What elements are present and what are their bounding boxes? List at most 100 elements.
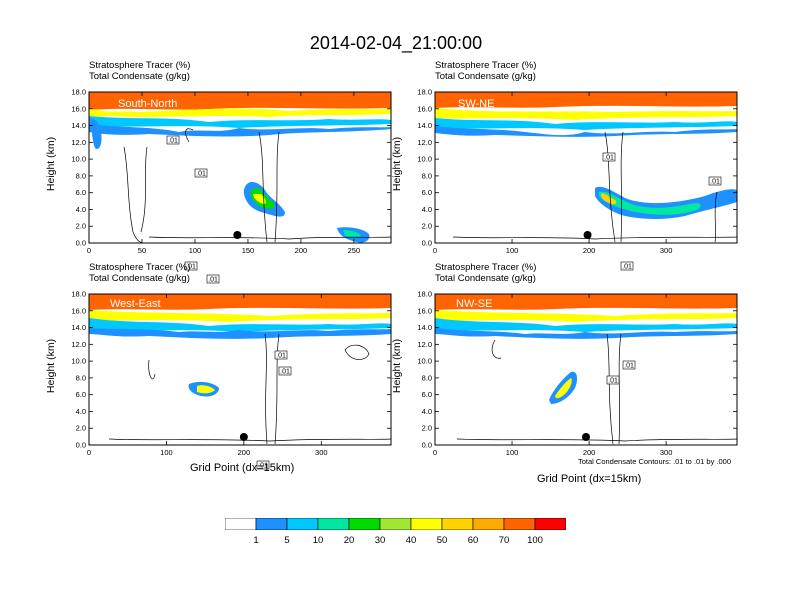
x-axis-label: Grid Point (dx=15km) <box>190 462 295 474</box>
panel-title-condensate: Total Condensate (g/kg) <box>435 71 536 82</box>
panel-west-east: Stratosphere Tracer (%) Total Condensate… <box>45 260 392 474</box>
region-label: South-North <box>118 98 178 110</box>
colorbar-label: 30 <box>374 535 386 546</box>
panel-title-tracer: Stratosphere Tracer (%) <box>435 60 537 71</box>
x-axis-label: Grid Point (dx=15km) <box>537 473 642 485</box>
condensate-contour <box>148 236 392 240</box>
tracer-region <box>89 116 391 128</box>
tracer-region <box>601 193 617 205</box>
y-axis-label: Height (km) <box>45 338 58 394</box>
contour-label: .01 <box>276 353 286 360</box>
y-tick-label: 10.0 <box>71 357 86 366</box>
condensate-contour <box>108 438 392 442</box>
y-tick-label: 2.0 <box>422 222 432 231</box>
x-tick-label: 300 <box>660 448 673 457</box>
contour-label: .01 <box>622 264 632 271</box>
contour-label: .01 <box>710 179 720 186</box>
y-tick-label: 16.0 <box>417 306 432 315</box>
y-tick-label: 2.0 <box>76 222 86 231</box>
y-tick-label: 12.0 <box>417 340 432 349</box>
colorbar-swatch <box>379 518 412 530</box>
colorbar-label: 50 <box>436 535 448 546</box>
x-tick-label: 200 <box>295 246 308 255</box>
condensate-contour <box>264 333 268 445</box>
contour-label-box <box>194 168 208 178</box>
x-tick-label: 0 <box>87 448 91 457</box>
y-tick-label: 0.0 <box>76 239 86 248</box>
y-tick-label: 2.0 <box>76 424 86 433</box>
y-tick-label: 4.0 <box>76 205 86 214</box>
y-tick-label: 6.0 <box>76 188 86 197</box>
colorbar-swatch <box>472 518 505 530</box>
y-tick-label: 12.0 <box>71 138 86 147</box>
plot-area: .01 .01 .01 0.0 2.0 4.0 6.0 8.0 10.0 12.0 14.0 16.0… <box>417 88 738 271</box>
panel-title-tracer: Stratosphere Tracer (%) <box>89 60 191 71</box>
colorbar-label: 20 <box>343 535 355 546</box>
x-tick-label: 50 <box>138 246 146 255</box>
tracer-region <box>89 318 391 332</box>
y-tick-label: 0.0 <box>422 239 432 248</box>
x-tick-label: 200 <box>583 448 596 457</box>
tracer-region <box>555 378 572 399</box>
condensate-contour <box>714 191 718 243</box>
tracer-region <box>435 294 737 310</box>
condensate-contour <box>140 146 148 233</box>
y-tick-label: 10.0 <box>71 155 86 164</box>
panel-nw-se: Stratosphere Tracer (%) Total Condensate… <box>391 260 738 485</box>
location-marker <box>582 433 590 441</box>
region-label: SW-NE <box>458 98 495 110</box>
contour-label-box <box>166 135 180 145</box>
y-tick-label: 18.0 <box>417 290 432 299</box>
plot-nw-se: .01 .01 0.0 2.0 4.0 6.0 8.0 10.0 12.0 14.0 16.0 18.… <box>417 290 738 457</box>
plot-background <box>89 92 391 243</box>
colorbar-swatch <box>441 518 474 530</box>
plot-frame <box>88 293 392 446</box>
panel-title-condensate: Total Condensate (g/kg) <box>89 71 190 82</box>
plot-sw-ne: .01 .01 .01 0.0 2.0 4.0 6.0 8.0 10.0 12.0 14.0 16.0… <box>417 88 738 271</box>
y-axis-label: Height (km) <box>45 136 58 192</box>
y-tick-label: 12.0 <box>417 138 432 147</box>
y-tick-label: 18.0 <box>71 290 86 299</box>
plot-west-east: .01 .01 .01 0.0 2.0 4.0 6.0 8.0 10.0 12.0 14.0 16.0… <box>71 290 392 470</box>
y-tick-label: 16.0 <box>417 104 432 113</box>
condensate-contour <box>274 131 280 243</box>
x-tick-label: 200 <box>238 448 251 457</box>
colorbar-label: 60 <box>467 535 479 546</box>
condensate-contour <box>491 339 502 359</box>
x-tick-label: 100 <box>506 246 519 255</box>
y-tick-label: 2.0 <box>422 424 432 433</box>
region-label: NW-SE <box>456 298 493 310</box>
condensate-contour <box>452 236 738 240</box>
panel-title-tracer: Stratosphere Tracer (%) <box>89 262 191 273</box>
y-tick-label: 16.0 <box>71 104 86 113</box>
location-marker <box>239 433 248 441</box>
tracer-region <box>435 108 737 120</box>
tracer-region <box>197 385 215 394</box>
colorbar-swatch <box>534 518 566 530</box>
contour-label: .01 <box>604 155 614 162</box>
contour-label: .01 <box>208 277 218 284</box>
location-marker <box>583 231 592 239</box>
region-label: West-East <box>110 298 161 310</box>
colorbar-swatch <box>410 518 443 530</box>
panel-title-condensate: Total Condensate (g/kg) <box>89 273 190 284</box>
y-tick-label: 6.0 <box>76 390 86 399</box>
y-tick-label: 4.0 <box>76 407 86 416</box>
y-tick-label: 8.0 <box>76 373 86 382</box>
contour-label: .01 <box>258 463 268 470</box>
contour-label-box <box>606 375 620 385</box>
y-axis-label: Height (km) <box>391 136 404 192</box>
y-tick-label: 8.0 <box>422 171 432 180</box>
x-tick-label: 250 <box>348 246 361 255</box>
plot-frame <box>434 293 738 446</box>
contour-label-box <box>708 176 722 186</box>
condensate-contour <box>258 131 268 243</box>
condensate-contour <box>123 146 146 244</box>
colorbar-label: 70 <box>498 535 510 546</box>
main-title: 2014-02-04_21:00:00 <box>309 33 483 53</box>
colorbar-label: 40 <box>405 535 417 546</box>
tracer-region <box>89 124 391 137</box>
y-tick-label: 18.0 <box>417 88 432 97</box>
x-tick-label: 200 <box>583 246 596 255</box>
condensate-contour <box>344 344 370 360</box>
